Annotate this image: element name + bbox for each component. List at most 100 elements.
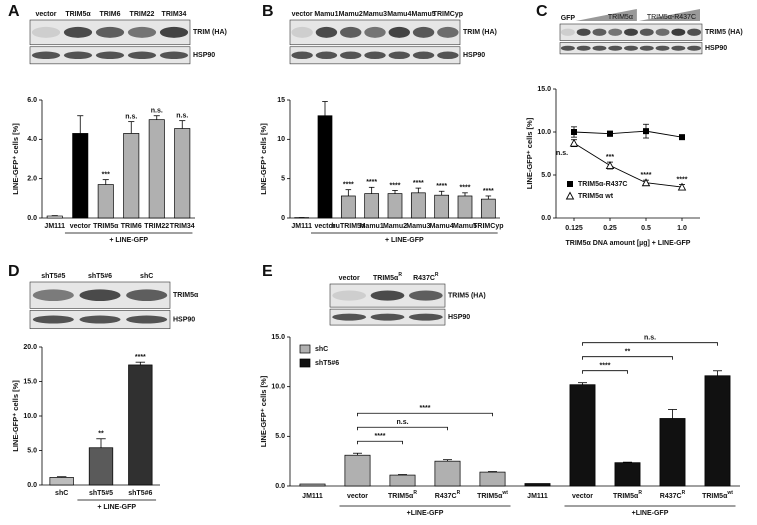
- legend-label: shC: [315, 346, 328, 353]
- bar: [480, 198, 496, 219]
- blot-band: [79, 315, 121, 324]
- significance: ****: [366, 179, 377, 186]
- blot-band: [671, 28, 686, 36]
- blot-lane-label-main: Mamu5: [412, 11, 436, 18]
- bar: [340, 195, 356, 219]
- blot-lane-label: vector: [339, 275, 360, 282]
- marker: [607, 130, 613, 137]
- x-tick-label: vector: [572, 493, 593, 500]
- blot-lane-label: Mamu1: [314, 11, 338, 18]
- blot-lane-label: TRIM6: [100, 11, 121, 18]
- blot-band: [364, 26, 386, 38]
- significance: ****: [641, 172, 652, 179]
- blot-lane-label-main: TRIM22: [130, 11, 155, 18]
- significance: ****: [483, 188, 494, 195]
- bar: [97, 184, 114, 219]
- x-tick-label: vector: [347, 493, 368, 500]
- blot-lane-label: vector: [292, 11, 313, 18]
- x-tick-label: R437CR: [435, 490, 461, 500]
- x-tick-label: JM111: [302, 493, 323, 500]
- legend-swatch: [299, 344, 311, 354]
- blot-band-label: HSP90: [448, 314, 470, 321]
- blot-band: [655, 45, 670, 51]
- wedge-label: TRIM5α: [608, 14, 633, 21]
- x-tick-label: TRIM6: [121, 223, 142, 230]
- y-tick-label: 0.0: [27, 482, 37, 489]
- bar: [479, 471, 506, 487]
- blot-band: [408, 313, 443, 321]
- x-tick-label: R437CR: [660, 490, 686, 500]
- significance: ***: [102, 171, 110, 178]
- group-label: + LINE-GFP: [109, 237, 148, 244]
- x-tick-label-sup: wt: [726, 490, 733, 496]
- blot-band-label: TRIM5α: [173, 292, 199, 299]
- significance: n.s.: [396, 419, 408, 426]
- bar: [299, 483, 326, 487]
- blot-band: [315, 26, 338, 38]
- blot-lane-label-main: shT5#5: [41, 273, 65, 280]
- legend-label: shT5#6: [315, 360, 339, 367]
- x-tick-label: JM111: [291, 223, 312, 230]
- blot-lane-label-main: TRIMCyp: [433, 11, 463, 18]
- blot-band: [624, 45, 638, 51]
- blot-band: [31, 26, 61, 38]
- blot-band: [608, 28, 623, 36]
- x-tick-label: vector: [70, 223, 91, 230]
- blot-band: [32, 289, 74, 302]
- bar: [569, 384, 596, 487]
- blot-lane-label: shC: [140, 273, 153, 280]
- blot-band-label: TRIM (HA): [463, 29, 497, 36]
- x-tick-label: vector: [314, 223, 335, 230]
- blot-lane-label: vector: [35, 11, 56, 18]
- blot-band: [560, 28, 575, 36]
- blot-band: [126, 315, 168, 324]
- y-tick-label: 20.0: [23, 344, 37, 351]
- significance: ****: [677, 176, 688, 183]
- panel-letter: C: [536, 3, 548, 20]
- x-tick-label: TRIM5αwt: [477, 490, 508, 500]
- x-tick-label: 0.125: [565, 225, 583, 232]
- marker: [571, 129, 577, 135]
- series-line: [573, 142, 683, 188]
- bar: [659, 418, 686, 487]
- blot-lane-label-main: vector: [35, 11, 56, 18]
- x-tick-label: TRIM22: [144, 223, 169, 230]
- blot-band: [560, 45, 575, 51]
- blot-band: [291, 26, 313, 38]
- blot-band: [608, 45, 623, 51]
- blot-band: [127, 26, 157, 38]
- blot-lane-label-main: Mamu2: [339, 11, 363, 18]
- blot-band: [408, 290, 443, 301]
- blot-band: [364, 51, 386, 60]
- blot-band-label: TRIM5 (HA): [705, 29, 743, 36]
- marker: [643, 128, 649, 135]
- bracket: [582, 356, 673, 360]
- blot-band: [31, 51, 61, 60]
- significance: n.s.: [644, 335, 656, 342]
- significance: ****: [343, 182, 354, 189]
- y-tick-label: 0.0: [275, 483, 285, 490]
- blot-lane-label-sup: R: [398, 272, 402, 278]
- blot-band: [95, 51, 125, 60]
- group-label: +LINE-GFP: [407, 510, 444, 517]
- significance: n.s.: [151, 108, 163, 115]
- bar: [364, 193, 380, 219]
- significance: ***: [606, 154, 614, 161]
- y-tick-label: 5.0: [27, 447, 37, 454]
- blot-band: [332, 313, 367, 321]
- legend-swatch: [299, 358, 311, 368]
- blot-band: [32, 315, 74, 324]
- y-tick-label: 15.0: [537, 86, 551, 93]
- marker: [641, 178, 651, 187]
- panel-letter: A: [8, 3, 20, 20]
- blot-lane-label-main: Mamu4: [387, 11, 411, 18]
- blot-band: [291, 51, 313, 60]
- legend-marker: [565, 191, 575, 200]
- significance: ****: [135, 354, 146, 361]
- y-axis-label: LINE-GFP⁺ cells [%]: [11, 380, 20, 452]
- group-label: +LINE-GFP: [632, 510, 669, 517]
- x-tick-label-main: JM111: [302, 493, 323, 500]
- blot-band: [370, 313, 405, 321]
- blot-band: [624, 28, 638, 36]
- bar: [128, 364, 153, 486]
